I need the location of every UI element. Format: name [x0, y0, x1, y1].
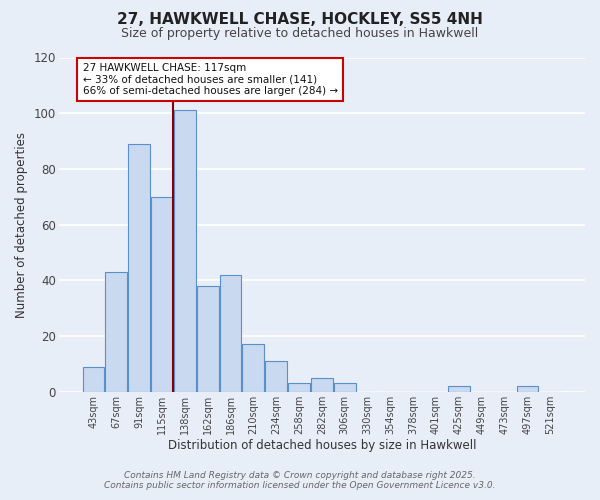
Bar [242, 344, 264, 392]
Text: 27, HAWKWELL CHASE, HOCKLEY, SS5 4NH: 27, HAWKWELL CHASE, HOCKLEY, SS5 4NH [117, 12, 483, 28]
Bar [220, 275, 241, 392]
Bar [517, 386, 538, 392]
Bar [197, 286, 218, 392]
Bar [288, 384, 310, 392]
Bar [334, 384, 356, 392]
Bar [128, 144, 150, 392]
Text: Contains HM Land Registry data © Crown copyright and database right 2025.
Contai: Contains HM Land Registry data © Crown c… [104, 470, 496, 490]
Y-axis label: Number of detached properties: Number of detached properties [15, 132, 28, 318]
Bar [265, 361, 287, 392]
Bar [151, 197, 173, 392]
X-axis label: Distribution of detached houses by size in Hawkwell: Distribution of detached houses by size … [167, 440, 476, 452]
Text: Size of property relative to detached houses in Hawkwell: Size of property relative to detached ho… [121, 28, 479, 40]
Bar [83, 366, 104, 392]
Bar [448, 386, 470, 392]
Bar [174, 110, 196, 392]
Bar [106, 272, 127, 392]
Bar [311, 378, 333, 392]
Text: 27 HAWKWELL CHASE: 117sqm
← 33% of detached houses are smaller (141)
66% of semi: 27 HAWKWELL CHASE: 117sqm ← 33% of detac… [83, 63, 338, 96]
